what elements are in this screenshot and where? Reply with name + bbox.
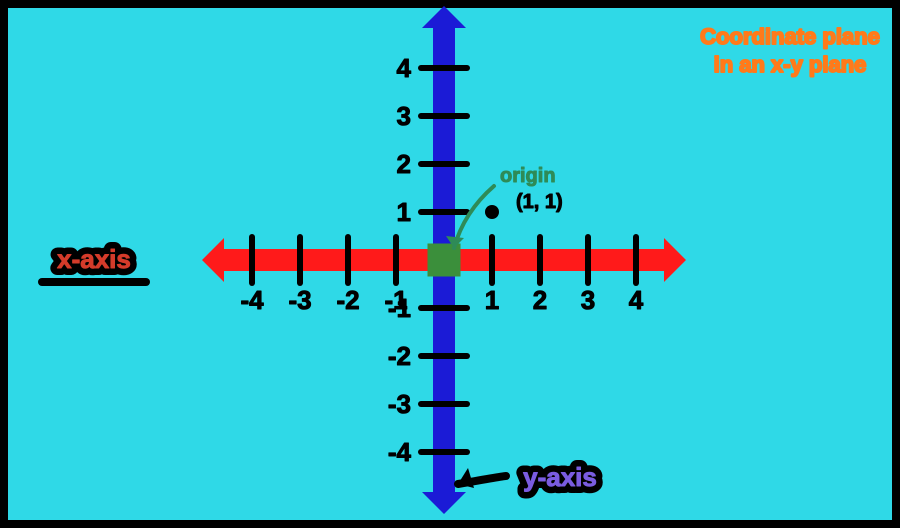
tick-label: 2	[397, 149, 411, 179]
tick-label: 1	[397, 197, 411, 227]
tick-label: 2	[533, 285, 547, 315]
tick-label: -1	[388, 293, 411, 323]
plotted-point-label: (1, 1)	[516, 191, 563, 213]
tick-label: 3	[397, 101, 411, 131]
x-axis-label-text: x-axis	[57, 244, 131, 274]
diagram-frame: 1-12-23-34-41-12-23-34-4(1, 1)originx-ax…	[0, 0, 900, 528]
plotted-point	[485, 205, 499, 219]
coordinate-plane-svg: 1-12-23-34-41-12-23-34-4(1, 1)originx-ax…	[0, 0, 900, 528]
tick-label: 3	[581, 285, 595, 315]
title-line-2: in an x-y plane	[714, 52, 867, 77]
tick-label: 4	[397, 53, 412, 83]
tick-label: 4	[629, 285, 644, 315]
title-line-1: Coordinate plane	[700, 24, 880, 49]
y-axis-label-text: y-axis	[523, 462, 597, 492]
tick-label: -2	[336, 285, 359, 315]
y-axis-label: y-axisy-axis	[523, 462, 597, 492]
tick-label: -4	[388, 437, 412, 467]
tick-label: -3	[288, 285, 311, 315]
origin-label: origin	[500, 165, 556, 187]
tick-label: -3	[388, 389, 411, 419]
tick-label: -4	[240, 285, 264, 315]
x-axis-label: x-axisx-axis	[57, 244, 131, 274]
tick-label: -2	[388, 341, 411, 371]
tick-label: 1	[485, 285, 499, 315]
